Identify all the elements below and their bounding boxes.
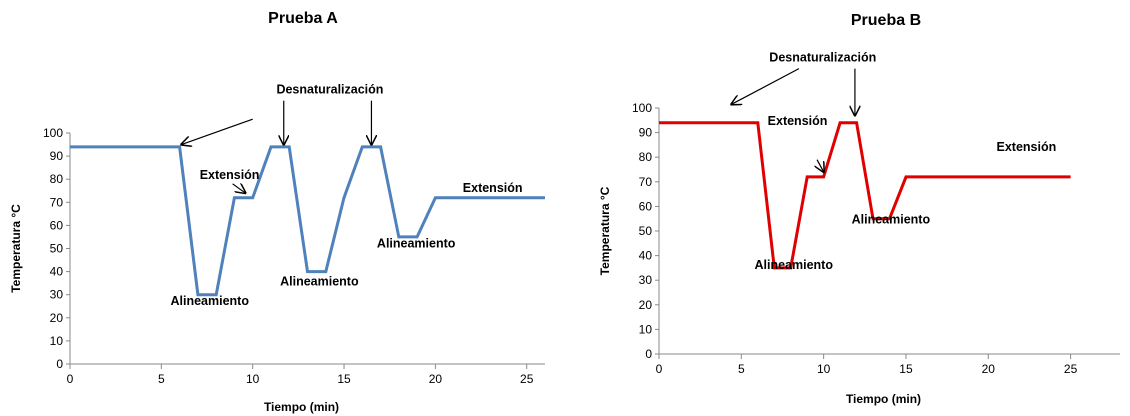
x-tick-label: 0 — [656, 362, 663, 376]
chart-a: Prueba A 0 10 20 30 40 50 60 70 80 90 100 0 5 10 15 20 25… — [9, 10, 545, 414]
y-axis-title: Temperatura °C — [598, 186, 612, 275]
annotation-label: Desnaturalización — [276, 83, 383, 97]
annotation-label: Extensión — [768, 114, 828, 128]
annotation-label: Alineamiento — [280, 274, 359, 288]
annotation-label: Alineamiento — [754, 258, 833, 272]
y-tick-label: 90 — [639, 126, 653, 140]
chart-b: Prueba B 0 10 20 30 40 50 60 70 80 90 100 0 5 10 15 20 25… — [598, 12, 1120, 406]
chart-title: Prueba B — [851, 12, 921, 29]
x-axis-title: Tiempo (min) — [264, 400, 339, 414]
y-tick-label: 0 — [645, 347, 652, 361]
y-tick-label: 40 — [639, 249, 653, 263]
annotation-label: Alineamiento — [852, 213, 931, 227]
y-tick-label: 20 — [50, 311, 64, 325]
y-tick-label: 60 — [639, 199, 653, 213]
y-tick-label: 10 — [639, 322, 653, 336]
y-tick-label: 50 — [50, 242, 64, 256]
y-axis-title: Temperatura °C — [9, 204, 23, 293]
annotation-arrow — [817, 159, 824, 172]
y-tick-label: 40 — [50, 265, 64, 279]
annotation-arrow — [232, 184, 246, 193]
annotation-label: Desnaturalización — [769, 50, 876, 64]
annotation-arrow — [731, 68, 800, 105]
x-tick-label: 5 — [158, 372, 165, 386]
chart-title: Prueba A — [268, 10, 338, 27]
x-tick-label: 15 — [899, 362, 913, 376]
annotation-arrow — [181, 118, 253, 144]
y-tick-label: 70 — [639, 175, 653, 189]
y-tick-label: 30 — [639, 273, 653, 287]
annotation-label: Extensión — [200, 168, 260, 182]
x-tick-label: 10 — [246, 372, 260, 386]
y-tick-label: 10 — [50, 334, 64, 348]
y-tick-label: 100 — [43, 126, 63, 140]
y-tick-label: 80 — [50, 172, 64, 186]
x-tick-label: 20 — [429, 372, 443, 386]
x-tick-label: 10 — [817, 362, 831, 376]
series-line — [70, 145, 545, 297]
annotation-label: Alineamiento — [377, 236, 456, 250]
annotation-label: Alineamiento — [170, 294, 249, 308]
x-tick-label: 15 — [337, 372, 351, 386]
x-tick-label: 25 — [1064, 362, 1078, 376]
y-tick-label: 50 — [639, 224, 653, 238]
x-tick-label: 0 — [67, 372, 74, 386]
y-tick-label: 20 — [639, 298, 653, 312]
annotation-label: Extensión — [997, 140, 1057, 154]
x-tick-label: 20 — [982, 362, 996, 376]
x-axis-title: Tiempo (min) — [846, 392, 921, 406]
y-tick-label: 90 — [50, 149, 64, 163]
annotation-label: Extensión — [463, 181, 523, 195]
y-tick-label: 70 — [50, 195, 64, 209]
y-tick-label: 30 — [50, 288, 64, 302]
series-line — [659, 121, 1071, 270]
y-tick-label: 100 — [632, 101, 652, 115]
x-tick-label: 25 — [520, 372, 534, 386]
y-tick-label: 80 — [639, 150, 653, 164]
x-tick-label: 5 — [738, 362, 745, 376]
y-tick-label: 60 — [50, 218, 64, 232]
y-tick-label: 0 — [56, 357, 63, 371]
